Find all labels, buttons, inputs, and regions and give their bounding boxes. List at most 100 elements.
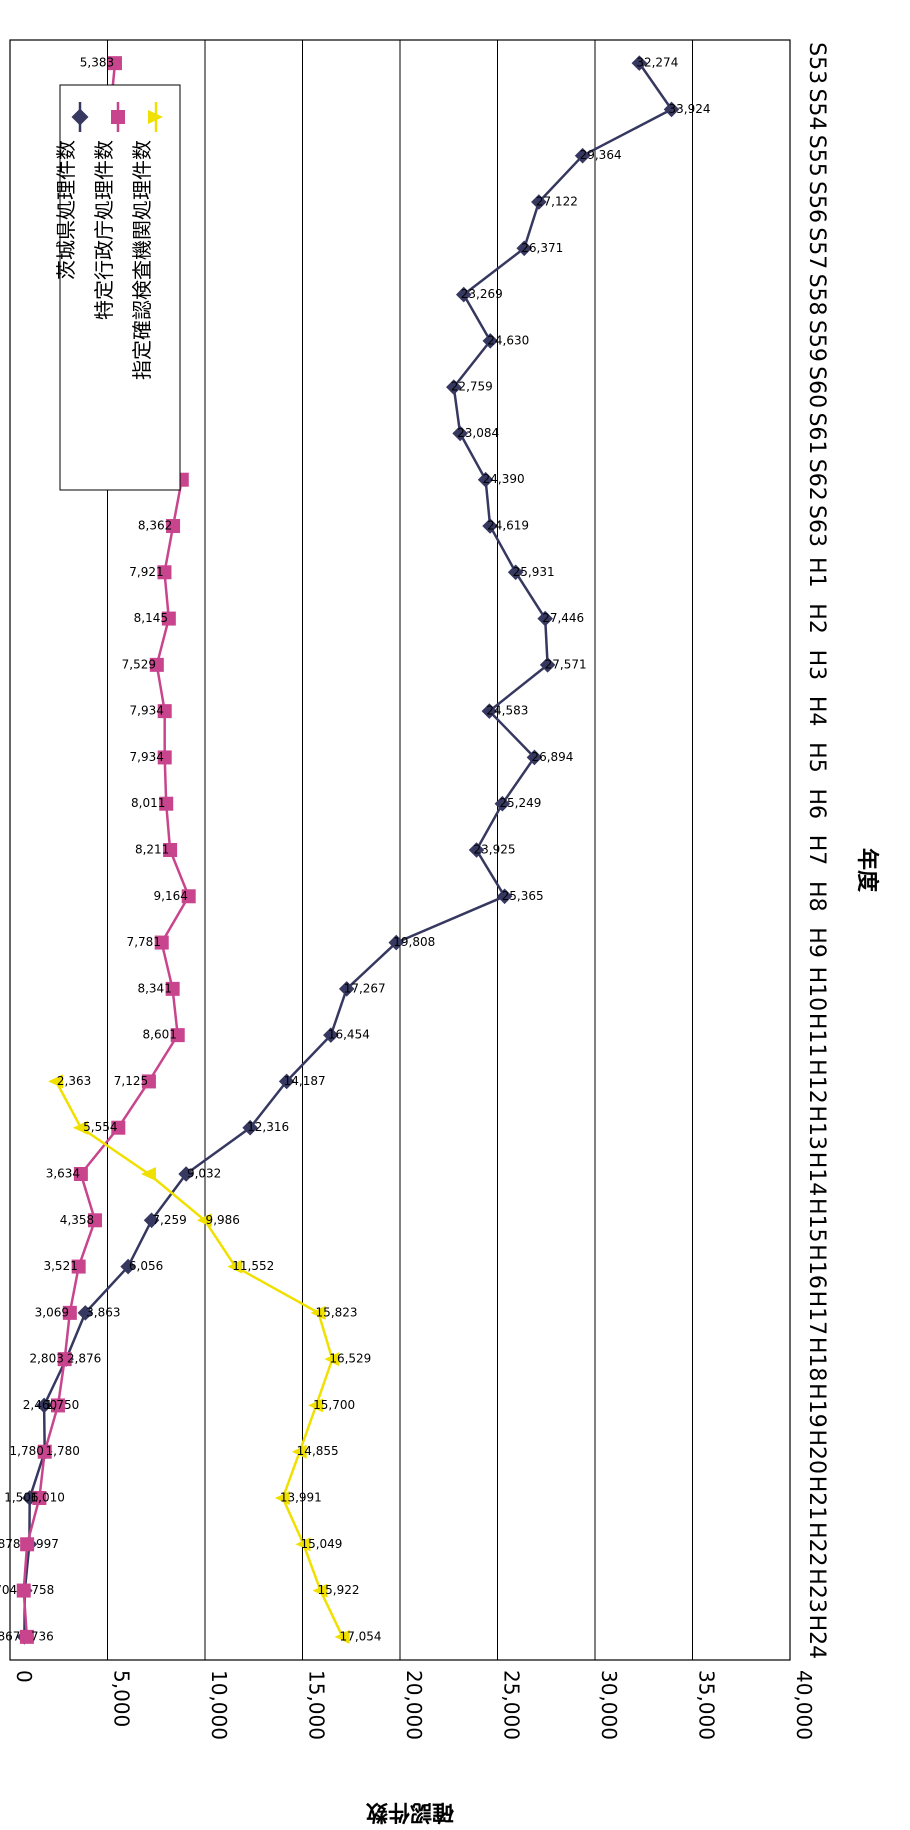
data-point: [274, 1491, 290, 1505]
data-label: 7,921: [129, 565, 163, 579]
data-label: 15,700: [313, 1398, 355, 1412]
data-label: 2,363: [57, 1074, 91, 1088]
data-label: 27,446: [542, 611, 584, 625]
data-point: [73, 1167, 88, 1181]
data-label: 25,365: [502, 889, 544, 903]
data-label: 27,571: [545, 657, 587, 671]
data-point: [111, 1120, 126, 1135]
data-label: 15,922: [317, 1583, 359, 1597]
legend-marker-square: [111, 110, 125, 124]
data-point: [516, 240, 533, 257]
data-label: 22,759: [451, 380, 493, 394]
data-label: 33,924: [669, 102, 711, 116]
data-point: [36, 1397, 52, 1414]
data-point: [334, 1629, 350, 1644]
data-label: 6,056: [129, 1259, 163, 1273]
data-label: 29,364: [580, 148, 622, 162]
data-point: [71, 1259, 86, 1274]
data-point: [48, 1074, 64, 1089]
data-label: 17,054: [340, 1629, 382, 1643]
data-label: 17,267: [344, 981, 386, 995]
data-label: 2,460: [23, 1398, 57, 1412]
data-point: [37, 1444, 52, 1459]
x-tick-label: H22: [804, 1522, 829, 1567]
legend-item-ibaraki: 茨城県処理件数: [54, 102, 89, 280]
x-tick-label: S54: [804, 88, 829, 130]
x-tick-label: H15: [804, 1198, 829, 1243]
data-label: 1,506: [4, 1491, 38, 1505]
data-label: 3,069: [35, 1305, 69, 1319]
x-tick-label: H4: [804, 696, 829, 727]
legend-item-tokutei: 特定行政庁処理件数: [92, 102, 125, 320]
x-tick-label: S59: [804, 320, 829, 362]
data-label: 13,991: [280, 1491, 322, 1505]
x-tick-label: H1: [804, 557, 829, 588]
data-label: 758: [31, 1583, 54, 1597]
data-label: 1,780: [10, 1444, 44, 1458]
data-point: [72, 1120, 88, 1135]
data-label: 11,552: [232, 1259, 274, 1273]
x-tick-label: H20: [804, 1429, 829, 1474]
x-tick-label: S53: [804, 42, 829, 84]
y-tick-label: 25,000: [500, 1670, 524, 1740]
data-label: 704: [0, 1583, 17, 1597]
x-tick-label: H21: [804, 1476, 829, 1521]
x-tick-label: H14: [804, 1152, 829, 1197]
x-tick-label: H7: [804, 835, 829, 866]
x-axis-ticks: S53 S54 S55 S56 S57 S58 S59 S60 S61 S62 S63 H1 H2 H3 H…: [804, 42, 829, 1659]
data-label: 3,521: [43, 1259, 77, 1273]
x-tick-label: S62: [804, 459, 829, 501]
x-tick-label: H17: [804, 1291, 829, 1336]
data-point: [196, 1213, 212, 1228]
data-point: [87, 1213, 102, 1228]
y-tick-label: 10,000: [207, 1670, 231, 1740]
data-point: [57, 1352, 72, 1367]
data-label: 7,529: [122, 657, 156, 671]
data-label: 9,032: [187, 1167, 221, 1181]
data-label: 1,780: [46, 1444, 80, 1458]
y-axis-title: 確認件数: [365, 1799, 454, 1825]
data-point: [165, 981, 180, 996]
x-axis-title: 年度: [854, 848, 880, 893]
data-label: 8,341: [137, 981, 171, 995]
data-label: 25,931: [513, 565, 555, 579]
data-point: [154, 935, 169, 950]
x-tick-label: H10: [804, 967, 829, 1012]
data-label: 8,362: [138, 519, 172, 533]
data-label: 7,934: [130, 750, 164, 764]
y-tick-label: 0: [12, 1670, 36, 1683]
data-label: 15,049: [300, 1537, 342, 1551]
data-label: 2,803: [29, 1352, 63, 1366]
data-point: [278, 1073, 295, 1090]
data-point: [16, 1583, 31, 1598]
data-point: [227, 1259, 243, 1274]
data-point: [159, 796, 174, 811]
data-label: 26,371: [521, 241, 563, 255]
data-label: 1,010: [31, 1491, 65, 1505]
x-tick-label: H2: [804, 603, 829, 634]
data-label: 23,269: [461, 287, 503, 301]
y-tick-label: 15,000: [305, 1670, 329, 1740]
data-label: 25,249: [499, 796, 541, 810]
data-label: 27,122: [536, 195, 578, 209]
x-tick-label: H9: [804, 927, 829, 958]
y-tick-label: 5,000: [110, 1670, 134, 1727]
data-point: [157, 750, 172, 765]
data-label: 5,383: [80, 56, 114, 70]
data-label: 19,808: [393, 935, 435, 949]
data-label: 9,986: [206, 1213, 240, 1227]
x-tick-label: H16: [804, 1244, 829, 1289]
data-point: [531, 194, 547, 210]
data-point: [157, 704, 172, 719]
data-point: [181, 889, 196, 904]
legend-item-shitei: 指定確認検査機関処理件数: [130, 102, 163, 380]
data-label: 9,164: [154, 889, 188, 903]
data-label: 23,084: [457, 426, 499, 440]
x-tick-label: S56: [804, 181, 829, 223]
data-label: 23,925: [474, 843, 516, 857]
data-point: [20, 1537, 35, 1552]
data-label: 736: [31, 1629, 54, 1643]
legend: 茨城県処理件数 特定行政庁処理件数 指定確認検査機関処理件数: [54, 84, 181, 491]
data-point: [526, 749, 543, 766]
